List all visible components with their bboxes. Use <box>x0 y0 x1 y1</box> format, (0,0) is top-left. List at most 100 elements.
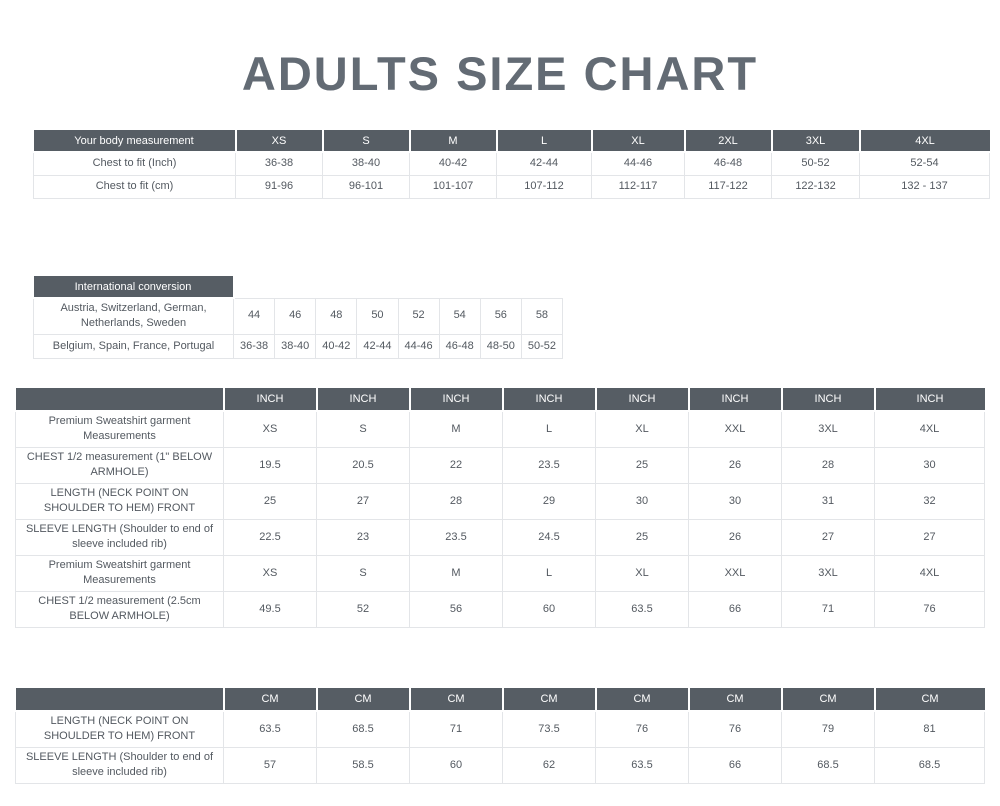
value-cell: 20.5 <box>316 446 410 484</box>
table-row: Premium Sweatshirt garment Measurements X… <box>15 554 985 592</box>
value-cell: 56 <box>479 297 522 335</box>
row-label: SLEEVE LENGTH (Shoulder to end of sleeve… <box>15 746 224 784</box>
row-label: Austria, Switzerland, German, Netherland… <box>33 297 234 335</box>
value-cell: 76 <box>874 590 985 628</box>
row-label: CHEST 1/2 measurement (2.5cm BELOW ARMHO… <box>15 590 224 628</box>
value-cell: 44-46 <box>397 333 440 359</box>
row-label: CHEST 1/2 measurement (1" BELOW ARMHOLE) <box>15 446 224 484</box>
value-cell: L <box>502 410 596 448</box>
size-column-header: 2XL <box>684 130 773 153</box>
value-cell: 23.5 <box>409 518 503 556</box>
empty-dark-header-cell <box>15 688 225 712</box>
value-cell: 58.5 <box>316 746 410 784</box>
empty-header-cell <box>398 276 439 298</box>
value-cell: 22.5 <box>223 518 317 556</box>
table-row: SLEEVE LENGTH (Shoulder to end of sleeve… <box>15 518 985 556</box>
value-cell: 76 <box>688 710 782 748</box>
value-cell: 101-107 <box>409 174 497 199</box>
table-row: Chest to fit (Inch) 36-38 38-40 40-42 42-44 4… <box>33 151 990 176</box>
value-cell: 25 <box>595 446 689 484</box>
value-cell: 132 - 137 <box>859 174 990 199</box>
value-cell: 46-48 <box>438 333 481 359</box>
unit-column-header: INCH <box>502 388 597 412</box>
unit-column-header: INCH <box>874 388 985 412</box>
table-row: SLEEVE LENGTH (Shoulder to end of sleeve… <box>15 746 985 784</box>
value-cell: L <box>502 554 596 592</box>
value-cell: 46 <box>274 297 317 335</box>
value-cell: 27 <box>316 482 410 520</box>
empty-header-cell <box>480 276 521 298</box>
value-cell: 50-52 <box>771 151 860 176</box>
unit-column-header: CM <box>595 688 690 712</box>
value-cell: XS <box>223 410 317 448</box>
row-label: Chest to fit (cm) <box>33 174 236 199</box>
unit-column-header: CM <box>502 688 597 712</box>
value-cell: 68.5 <box>874 746 985 784</box>
value-cell: 42-44 <box>356 333 399 359</box>
value-cell: 30 <box>688 482 782 520</box>
table-row: LENGTH (NECK POINT ON SHOULDER TO HEM) F… <box>15 482 985 520</box>
value-cell: 26 <box>688 446 782 484</box>
body-table-label-header: Your body measurement <box>33 130 237 153</box>
value-cell: 52-54 <box>859 151 990 176</box>
unit-column-header: INCH <box>409 388 504 412</box>
empty-header-cell <box>521 276 562 298</box>
value-cell: S <box>316 554 410 592</box>
value-cell: 60 <box>409 746 503 784</box>
value-cell: 56 <box>409 590 503 628</box>
international-conversion-table: International conversion Austria, Switzer… <box>33 276 564 359</box>
value-cell: 38-40 <box>322 151 410 176</box>
body-measurement-table: Your body measurement XS S M L XL 2XL 3XL 4XL Che… <box>33 130 990 199</box>
value-cell: 4XL <box>874 554 985 592</box>
value-cell: XXL <box>688 410 782 448</box>
value-cell: 112-117 <box>591 174 685 199</box>
page-title: ADULTS SIZE CHART <box>241 47 759 100</box>
value-cell: 3XL <box>781 554 875 592</box>
value-cell: 71 <box>781 590 875 628</box>
empty-header-cell <box>234 276 275 298</box>
value-cell: 30 <box>874 446 985 484</box>
inch-measurements-table: INCH INCH INCH INCH INCH INCH INCH INCH Premium … <box>15 388 985 628</box>
value-cell: 52 <box>397 297 440 335</box>
unit-column-header: CM <box>874 688 985 712</box>
size-column-header: M <box>409 130 498 153</box>
value-cell: 63.5 <box>595 590 689 628</box>
value-cell: 28 <box>781 446 875 484</box>
value-cell: 107-112 <box>496 174 592 199</box>
value-cell: 50-52 <box>520 333 564 359</box>
value-cell: 48 <box>315 297 358 335</box>
value-cell: 76 <box>595 710 689 748</box>
table-row: Premium Sweatshirt garment Measurements X… <box>15 410 985 448</box>
size-column-header: XS <box>235 130 324 153</box>
value-cell: 27 <box>781 518 875 556</box>
value-cell: 62 <box>502 746 596 784</box>
value-cell: 46-48 <box>684 151 772 176</box>
value-cell: 79 <box>781 710 875 748</box>
value-cell: 31 <box>781 482 875 520</box>
value-cell: 27 <box>874 518 985 556</box>
size-column-header: 3XL <box>771 130 861 153</box>
unit-column-header: INCH <box>595 388 690 412</box>
size-column-header: XL <box>591 130 686 153</box>
row-label: Belgium, Spain, France, Portugal <box>33 333 234 359</box>
empty-header-cell <box>316 276 357 298</box>
value-cell: XS <box>223 554 317 592</box>
unit-column-header: CM <box>223 688 318 712</box>
value-cell: 60 <box>502 590 596 628</box>
unit-column-header: CM <box>316 688 411 712</box>
row-label: SLEEVE LENGTH (Shoulder to end of sleeve… <box>15 518 224 556</box>
value-cell: S <box>316 410 410 448</box>
value-cell: XL <box>595 554 689 592</box>
row-label: LENGTH (NECK POINT ON SHOULDER TO HEM) F… <box>15 482 224 520</box>
table-row: Austria, Switzerland, German, Netherland… <box>33 297 564 335</box>
value-cell: 44-46 <box>591 151 685 176</box>
table-row: Chest to fit (cm) 91-96 96-101 101-107 107-1… <box>33 174 990 199</box>
value-cell: 25 <box>223 482 317 520</box>
value-cell: 68.5 <box>781 746 875 784</box>
conversion-table-header: International conversion <box>33 276 235 299</box>
value-cell: M <box>409 410 503 448</box>
row-label: Premium Sweatshirt garment Measurements <box>15 554 224 592</box>
value-cell: XXL <box>688 554 782 592</box>
value-cell: 23.5 <box>502 446 596 484</box>
